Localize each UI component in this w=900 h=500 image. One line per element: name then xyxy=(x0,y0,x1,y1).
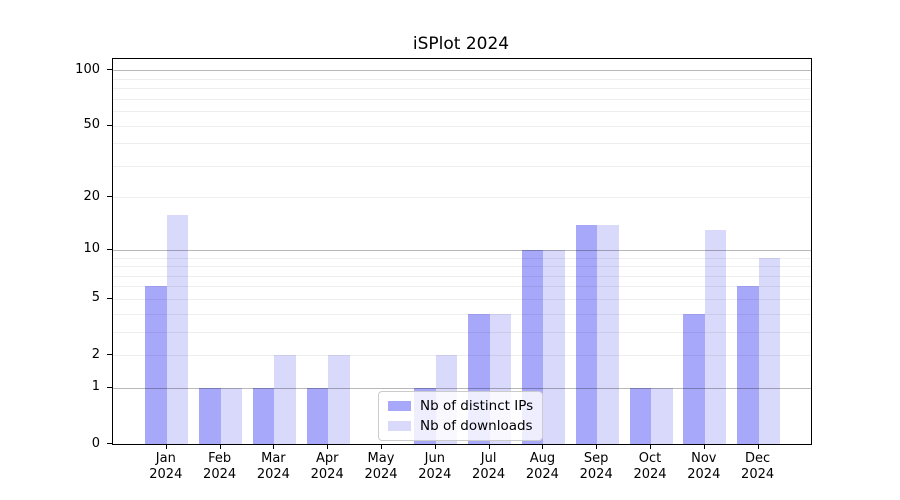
x-tick-label-oct: Oct 2024 xyxy=(633,451,667,482)
y-tick-mark xyxy=(107,443,112,444)
plot-area xyxy=(112,58,812,445)
legend-swatch-distinct-ips xyxy=(388,401,411,411)
legend: Nb of distinct IPs Nb of downloads xyxy=(378,391,544,441)
legend-label-distinct-ips: Nb of distinct IPs xyxy=(420,398,534,414)
bar-sep-downloads xyxy=(597,224,619,444)
bar-mar-distinct-ips xyxy=(252,387,275,444)
x-tick-mark xyxy=(434,444,436,449)
x-tick-mark xyxy=(273,444,275,449)
x-tick-mark xyxy=(757,444,759,449)
y-tick-mark xyxy=(107,196,112,198)
bar-dec-downloads xyxy=(758,257,781,444)
y-tick-label: 10 xyxy=(83,241,100,257)
x-tick-label-aug: Aug 2024 xyxy=(525,451,559,482)
bar-nov-downloads xyxy=(704,230,727,444)
bar-mar-downloads xyxy=(274,355,296,444)
legend-item-distinct-ips: Nb of distinct IPs xyxy=(388,398,533,414)
gridline-minor xyxy=(113,88,811,90)
bar-sep-distinct-ips xyxy=(575,224,598,444)
x-tick-mark xyxy=(703,444,705,449)
y-tick-label: 5 xyxy=(91,290,100,306)
gridline-minor xyxy=(113,355,811,356)
x-tick-mark xyxy=(219,444,221,449)
gridline-minor xyxy=(113,286,811,288)
y-tick-label: 50 xyxy=(83,117,100,133)
legend-label-downloads: Nb of downloads xyxy=(420,418,533,434)
x-tick-mark xyxy=(596,444,598,449)
legend-item-downloads: Nb of downloads xyxy=(388,418,533,434)
bar-feb-distinct-ips xyxy=(199,387,221,444)
x-tick-label-jun: Jun 2024 xyxy=(418,451,452,482)
y-tick-mark xyxy=(107,297,112,299)
x-tick-label-apr: Apr 2024 xyxy=(310,451,344,482)
gridline-minor xyxy=(113,298,811,300)
bar-jan-distinct-ips xyxy=(145,286,167,444)
bar-jan-downloads xyxy=(166,214,189,444)
y-tick-label: 20 xyxy=(83,188,100,204)
chart-title: iSPlot 2024 xyxy=(412,34,510,54)
gridline-minor xyxy=(113,98,811,100)
gridline-minor xyxy=(113,125,811,127)
y-tick-mark xyxy=(107,69,112,71)
bar-apr-downloads xyxy=(328,355,350,444)
gridline-minor xyxy=(113,313,811,315)
bar-apr-distinct-ips xyxy=(306,387,329,444)
gridline-minor xyxy=(113,111,811,113)
x-tick-label-feb: Feb 2024 xyxy=(203,451,237,482)
x-tick-label-nov: Nov 2024 xyxy=(687,451,721,482)
x-tick-label-dec: Dec 2024 xyxy=(741,451,775,482)
y-tick-mark xyxy=(107,124,112,126)
x-tick-label-may: May 2024 xyxy=(364,451,398,482)
legend-swatch-downloads xyxy=(388,421,411,431)
gridline-major xyxy=(113,387,811,389)
gridline-minor xyxy=(113,197,811,199)
y-tick-label: 0 xyxy=(91,435,100,451)
y-tick-mark xyxy=(107,354,112,355)
bar-nov-distinct-ips xyxy=(683,313,705,444)
y-tick-label: 2 xyxy=(91,346,100,362)
y-tick-label: 100 xyxy=(75,61,100,77)
gridline-minor xyxy=(113,78,811,80)
gridline-minor xyxy=(113,275,811,277)
bar-feb-downloads xyxy=(220,387,243,444)
x-tick-mark xyxy=(488,444,490,449)
x-tick-label-sep: Sep 2024 xyxy=(579,451,613,482)
x-tick-mark xyxy=(327,444,329,449)
gridline-minor xyxy=(113,257,811,259)
x-tick-mark xyxy=(381,444,382,449)
gridline-minor xyxy=(113,165,811,167)
y-tick-mark xyxy=(107,248,112,250)
gridline-major xyxy=(113,249,811,251)
bar-dec-distinct-ips xyxy=(737,286,759,444)
bar-oct-downloads xyxy=(651,387,673,444)
x-tick-label-jan: Jan 2024 xyxy=(149,451,183,482)
y-tick-mark xyxy=(107,386,112,388)
gridline-minor xyxy=(113,266,811,267)
y-tick-label: 1 xyxy=(91,379,100,395)
bar-aug-downloads xyxy=(543,249,565,444)
x-tick-mark xyxy=(165,444,167,449)
x-tick-mark xyxy=(650,444,651,449)
gridline-minor xyxy=(113,143,811,145)
gridline-major xyxy=(113,70,811,72)
x-tick-label-mar: Mar 2024 xyxy=(256,451,290,482)
x-tick-label-jul: Jul 2024 xyxy=(472,451,506,482)
bar-oct-distinct-ips xyxy=(629,387,651,444)
x-tick-mark xyxy=(542,444,544,449)
gridline-minor xyxy=(113,331,811,333)
